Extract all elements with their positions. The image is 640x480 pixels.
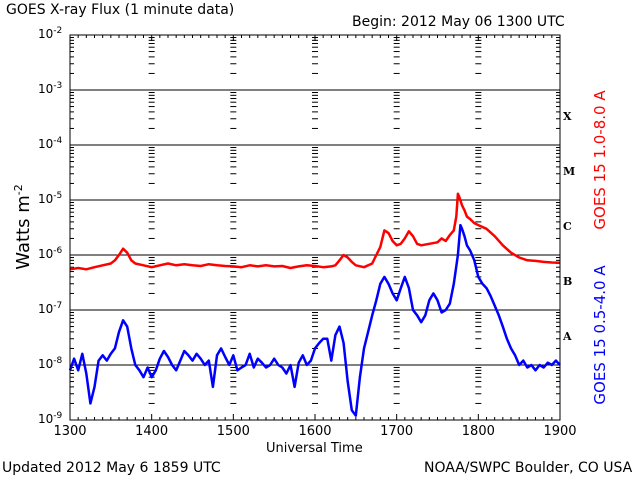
y-axis-label-text: Watts m: [13, 195, 34, 270]
y-tick-label: 10-3: [38, 81, 62, 96]
x-tick-label: 1900: [543, 424, 577, 439]
flare-class-c: C: [563, 219, 572, 233]
y-tick-base: 10: [38, 82, 54, 96]
series-label-short: GOES 15 0.5-4.0 A: [591, 265, 609, 405]
y-tick-label: 10-4: [38, 136, 62, 151]
flare-class-m: M: [563, 164, 576, 178]
y-tick-base: 10: [38, 27, 54, 41]
x-tick-label: 1400: [135, 424, 169, 439]
y-tick-base: 10: [38, 412, 54, 426]
y-axis-label: Watts m-2: [12, 172, 34, 282]
y-tick-label: 10-7: [38, 301, 62, 316]
y-tick-label: 10-5: [38, 191, 62, 206]
y-tick-base: 10: [38, 247, 54, 261]
y-tick-label: 10-9: [38, 411, 62, 426]
chart-title: GOES X-ray Flux (1 minute data): [6, 2, 235, 18]
y-tick-exponent: -5: [53, 191, 63, 201]
x-tick-label: 1800: [461, 424, 495, 439]
y-tick-label: 10-6: [38, 246, 62, 261]
y-axis-label-exponent: -2: [12, 184, 25, 196]
begin-time: Begin: 2012 May 06 1300 UTC: [352, 14, 565, 30]
series-line-short: [68, 223, 561, 417]
plot-frame: [69, 34, 561, 421]
series-line-long: [69, 192, 561, 271]
y-tick-base: 10: [38, 192, 54, 206]
y-tick-exponent: -6: [53, 246, 63, 256]
y-tick-base: 10: [38, 137, 54, 151]
series-label-long: GOES 15 1.0-8.0 A: [591, 90, 609, 230]
flare-class-b: B: [563, 274, 573, 288]
gridlines: [70, 89, 560, 366]
y-tick-exponent: -8: [53, 356, 63, 366]
y-tick-label: 10-8: [38, 356, 62, 371]
y-tick-exponent: -4: [53, 136, 63, 146]
x-tick-label: 1600: [298, 424, 332, 439]
x-tick-label: 1300: [53, 424, 87, 439]
flare-class-x: X: [563, 109, 572, 123]
x-tick-label: 1700: [380, 424, 414, 439]
x-axis-label: Universal Time: [266, 441, 363, 456]
flare-class-a: A: [563, 329, 572, 343]
y-tick-exponent: -2: [53, 26, 63, 36]
y-tick-exponent: -7: [53, 301, 63, 311]
series-layer: [68, 192, 561, 417]
y-tick-exponent: -3: [53, 81, 63, 91]
y-tick-base: 10: [38, 302, 54, 316]
y-tick-exponent: -9: [53, 411, 63, 421]
credit-text: NOAA/SWPC Boulder, CO USA: [424, 460, 633, 476]
y-tick-label: 10-2: [38, 26, 62, 41]
x-tick-label: 1500: [216, 424, 250, 439]
updated-timestamp: Updated 2012 May 6 1859 UTC: [2, 460, 221, 476]
y-tick-base: 10: [38, 357, 54, 371]
